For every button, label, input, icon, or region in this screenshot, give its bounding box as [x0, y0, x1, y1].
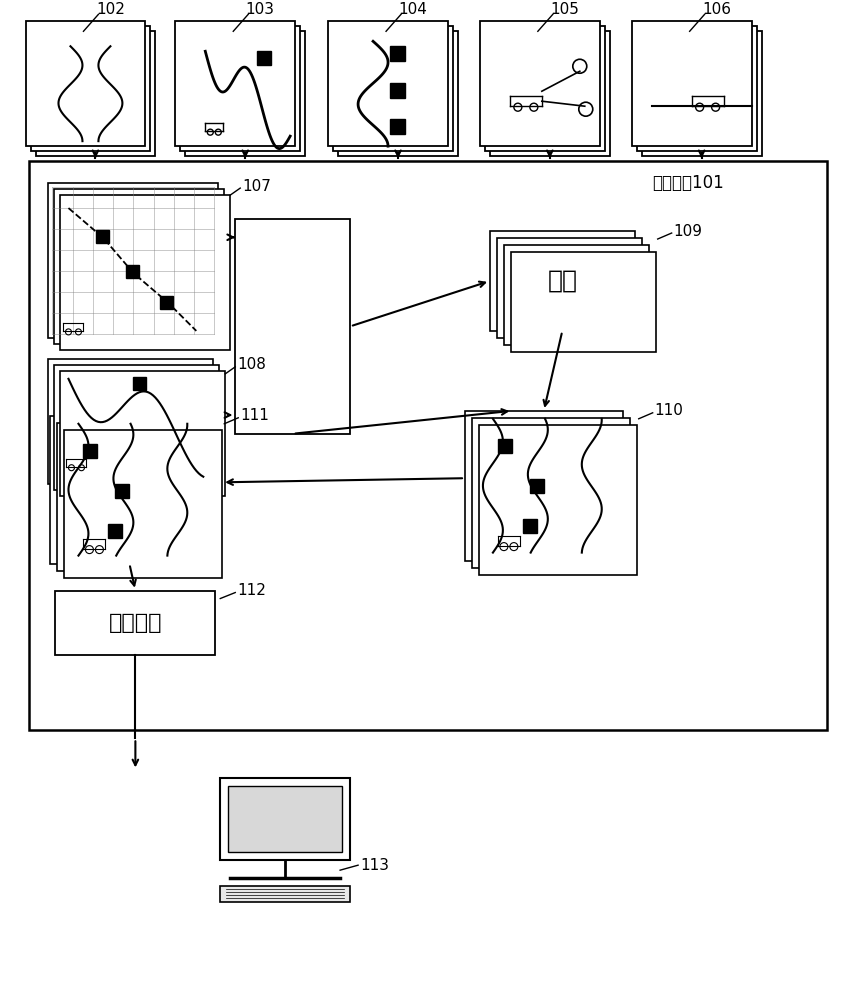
Text: 计算设备101: 计算设备101	[652, 174, 723, 192]
Bar	[530, 479, 544, 493]
Bar	[115, 484, 130, 498]
Bar	[126, 265, 140, 278]
Text: 检测结果: 检测结果	[108, 613, 162, 633]
Text: 107: 107	[242, 179, 271, 194]
Bar	[333, 26, 453, 151]
Bar	[479, 425, 637, 575]
Bar	[134, 377, 146, 390]
Bar	[61, 195, 230, 350]
Bar	[504, 245, 648, 345]
Bar	[57, 423, 215, 571]
Bar	[497, 238, 642, 338]
Bar	[220, 778, 350, 860]
Text: 绕行: 绕行	[547, 269, 577, 293]
Bar	[61, 371, 225, 496]
Bar	[485, 26, 605, 151]
Text: 102: 102	[96, 2, 124, 17]
Text: 108: 108	[237, 357, 266, 372]
Bar	[175, 21, 295, 146]
Bar	[510, 252, 656, 352]
Bar	[642, 31, 762, 156]
Bar	[161, 296, 173, 309]
Bar	[257, 51, 271, 65]
Bar	[50, 416, 209, 564]
Text: 103: 103	[246, 2, 275, 17]
Bar	[390, 46, 405, 61]
Bar	[390, 119, 405, 134]
Text: 112: 112	[237, 583, 266, 598]
Bar	[228, 786, 342, 852]
Bar	[220, 886, 350, 902]
Bar	[637, 26, 757, 151]
Bar	[29, 161, 828, 730]
Bar	[338, 31, 458, 156]
Bar	[55, 189, 225, 344]
Bar	[180, 26, 300, 151]
Text: 113: 113	[360, 858, 389, 873]
Bar	[465, 411, 622, 561]
Bar	[97, 230, 109, 243]
Bar	[235, 219, 350, 434]
Bar	[35, 31, 156, 156]
Bar	[65, 430, 222, 578]
Bar	[185, 31, 305, 156]
Bar	[108, 524, 123, 538]
Text: 104: 104	[399, 2, 427, 17]
Bar	[25, 21, 145, 146]
Text: 110: 110	[654, 403, 684, 418]
Bar	[328, 21, 448, 146]
Bar	[480, 21, 600, 146]
Text: 106: 106	[702, 2, 731, 17]
Bar	[49, 183, 219, 338]
Bar	[523, 519, 537, 533]
Bar	[498, 439, 512, 453]
Text: 109: 109	[674, 224, 703, 239]
Bar	[49, 359, 214, 484]
Bar	[472, 418, 630, 568]
Bar	[55, 365, 220, 490]
Bar	[490, 31, 610, 156]
Text: 111: 111	[241, 408, 269, 423]
Bar	[56, 591, 215, 655]
Bar	[632, 21, 752, 146]
Bar	[490, 231, 635, 331]
Bar	[83, 444, 98, 458]
Bar	[30, 26, 151, 151]
Bar	[390, 83, 405, 98]
Text: 105: 105	[550, 2, 579, 17]
